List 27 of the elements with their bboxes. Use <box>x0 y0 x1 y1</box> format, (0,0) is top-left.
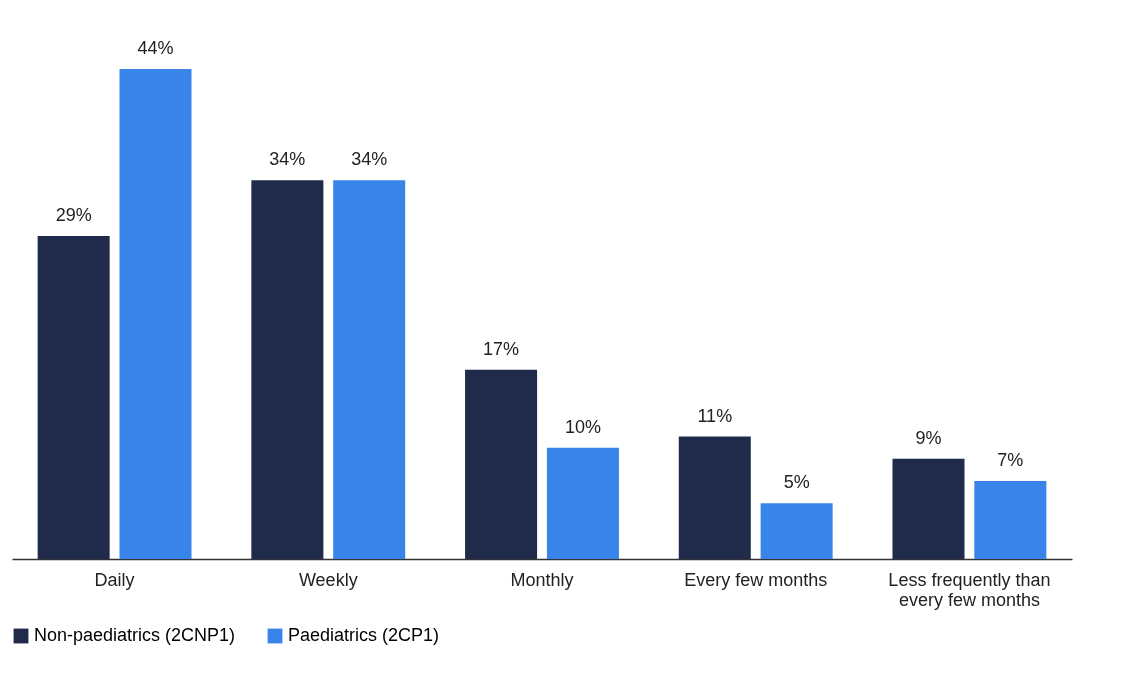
data-label: 34% <box>351 149 388 170</box>
data-label: 44% <box>137 38 174 58</box>
bar <box>251 180 324 559</box>
bar <box>119 69 192 559</box>
data-label: 29% <box>55 205 92 226</box>
bar <box>333 180 406 559</box>
data-label: 11% <box>697 405 733 426</box>
bar <box>678 436 751 559</box>
bar <box>37 236 110 559</box>
bar <box>760 503 833 559</box>
legend-label: Paediatrics (2CP1) <box>288 625 440 645</box>
data-label: 9% <box>915 427 942 448</box>
x-tick-label: Weekly <box>298 569 358 590</box>
bar <box>546 447 619 559</box>
legend-label: Non-paediatrics (2CNP1) <box>34 625 236 645</box>
bar <box>974 481 1047 559</box>
data-label: 10% <box>564 416 601 437</box>
x-tick-label: Every few months <box>684 569 828 590</box>
data-label: 7% <box>997 450 1024 471</box>
data-label: 34% <box>269 149 306 170</box>
data-label: 17% <box>483 338 520 359</box>
x-tick-label: Less frequently than every few months <box>888 569 1051 610</box>
x-tick-label: Monthly <box>510 569 574 590</box>
bar <box>465 369 538 559</box>
bar <box>892 458 965 559</box>
x-tick-label: Daily <box>94 569 135 590</box>
data-label: 5% <box>783 472 810 493</box>
